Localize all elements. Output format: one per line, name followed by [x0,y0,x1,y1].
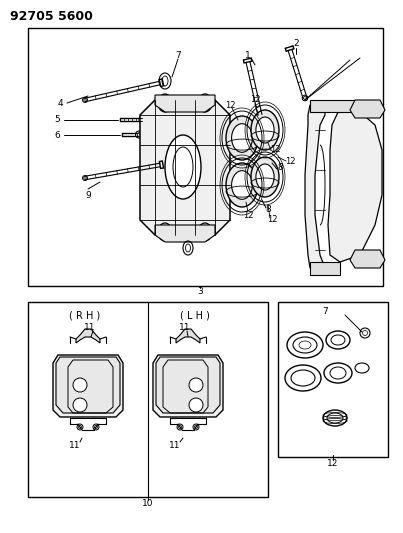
Circle shape [73,398,87,412]
Text: 12: 12 [243,211,253,220]
Text: 11: 11 [69,440,81,449]
Text: 12: 12 [327,458,339,467]
Text: 12: 12 [270,146,280,155]
Ellipse shape [251,110,279,150]
Ellipse shape [226,116,258,160]
Circle shape [189,378,203,392]
Text: 8: 8 [277,164,283,173]
Text: 6: 6 [54,131,60,140]
Text: 12: 12 [250,95,260,104]
Ellipse shape [198,94,212,112]
Ellipse shape [158,94,172,112]
Ellipse shape [256,164,274,190]
Bar [278,302,388,457]
Ellipse shape [158,223,172,241]
Polygon shape [156,357,220,413]
Ellipse shape [165,135,201,199]
Text: 11: 11 [84,324,96,333]
Text: 10: 10 [142,498,154,507]
Polygon shape [140,100,230,235]
Circle shape [189,398,203,412]
Text: 2: 2 [293,39,299,49]
Circle shape [193,424,199,430]
Ellipse shape [232,124,252,152]
Ellipse shape [251,157,279,197]
Text: 9: 9 [85,190,91,199]
Ellipse shape [256,117,274,143]
Circle shape [77,424,83,430]
Ellipse shape [198,223,212,241]
Polygon shape [328,108,382,262]
Polygon shape [176,329,200,343]
Bar [28,302,268,497]
Text: ( L H ): ( L H ) [180,310,210,320]
Circle shape [177,424,183,430]
Text: 92705 5600: 92705 5600 [10,10,93,23]
Ellipse shape [232,171,252,199]
Text: 1: 1 [245,51,251,60]
Polygon shape [305,105,325,268]
Text: 12: 12 [285,157,295,166]
Ellipse shape [226,163,258,207]
Text: 5: 5 [54,116,60,125]
Circle shape [73,378,87,392]
Polygon shape [155,95,215,112]
Text: 8: 8 [265,206,271,214]
Polygon shape [153,355,223,417]
Polygon shape [53,355,123,417]
Text: 7: 7 [175,51,181,60]
Text: ( R H ): ( R H ) [69,310,101,320]
Polygon shape [76,329,100,343]
Text: 3: 3 [197,287,203,296]
Circle shape [93,424,99,430]
Polygon shape [155,225,215,242]
Polygon shape [350,250,385,268]
Polygon shape [56,357,120,413]
Text: 12: 12 [225,101,235,109]
Text: 4: 4 [57,99,63,108]
Text: 12: 12 [267,215,277,224]
Bar [28,28,383,286]
Text: 7: 7 [322,308,328,317]
Text: 11: 11 [169,440,181,449]
Polygon shape [310,100,360,112]
Polygon shape [310,262,340,275]
Text: 11: 11 [179,324,191,333]
Polygon shape [350,100,385,118]
